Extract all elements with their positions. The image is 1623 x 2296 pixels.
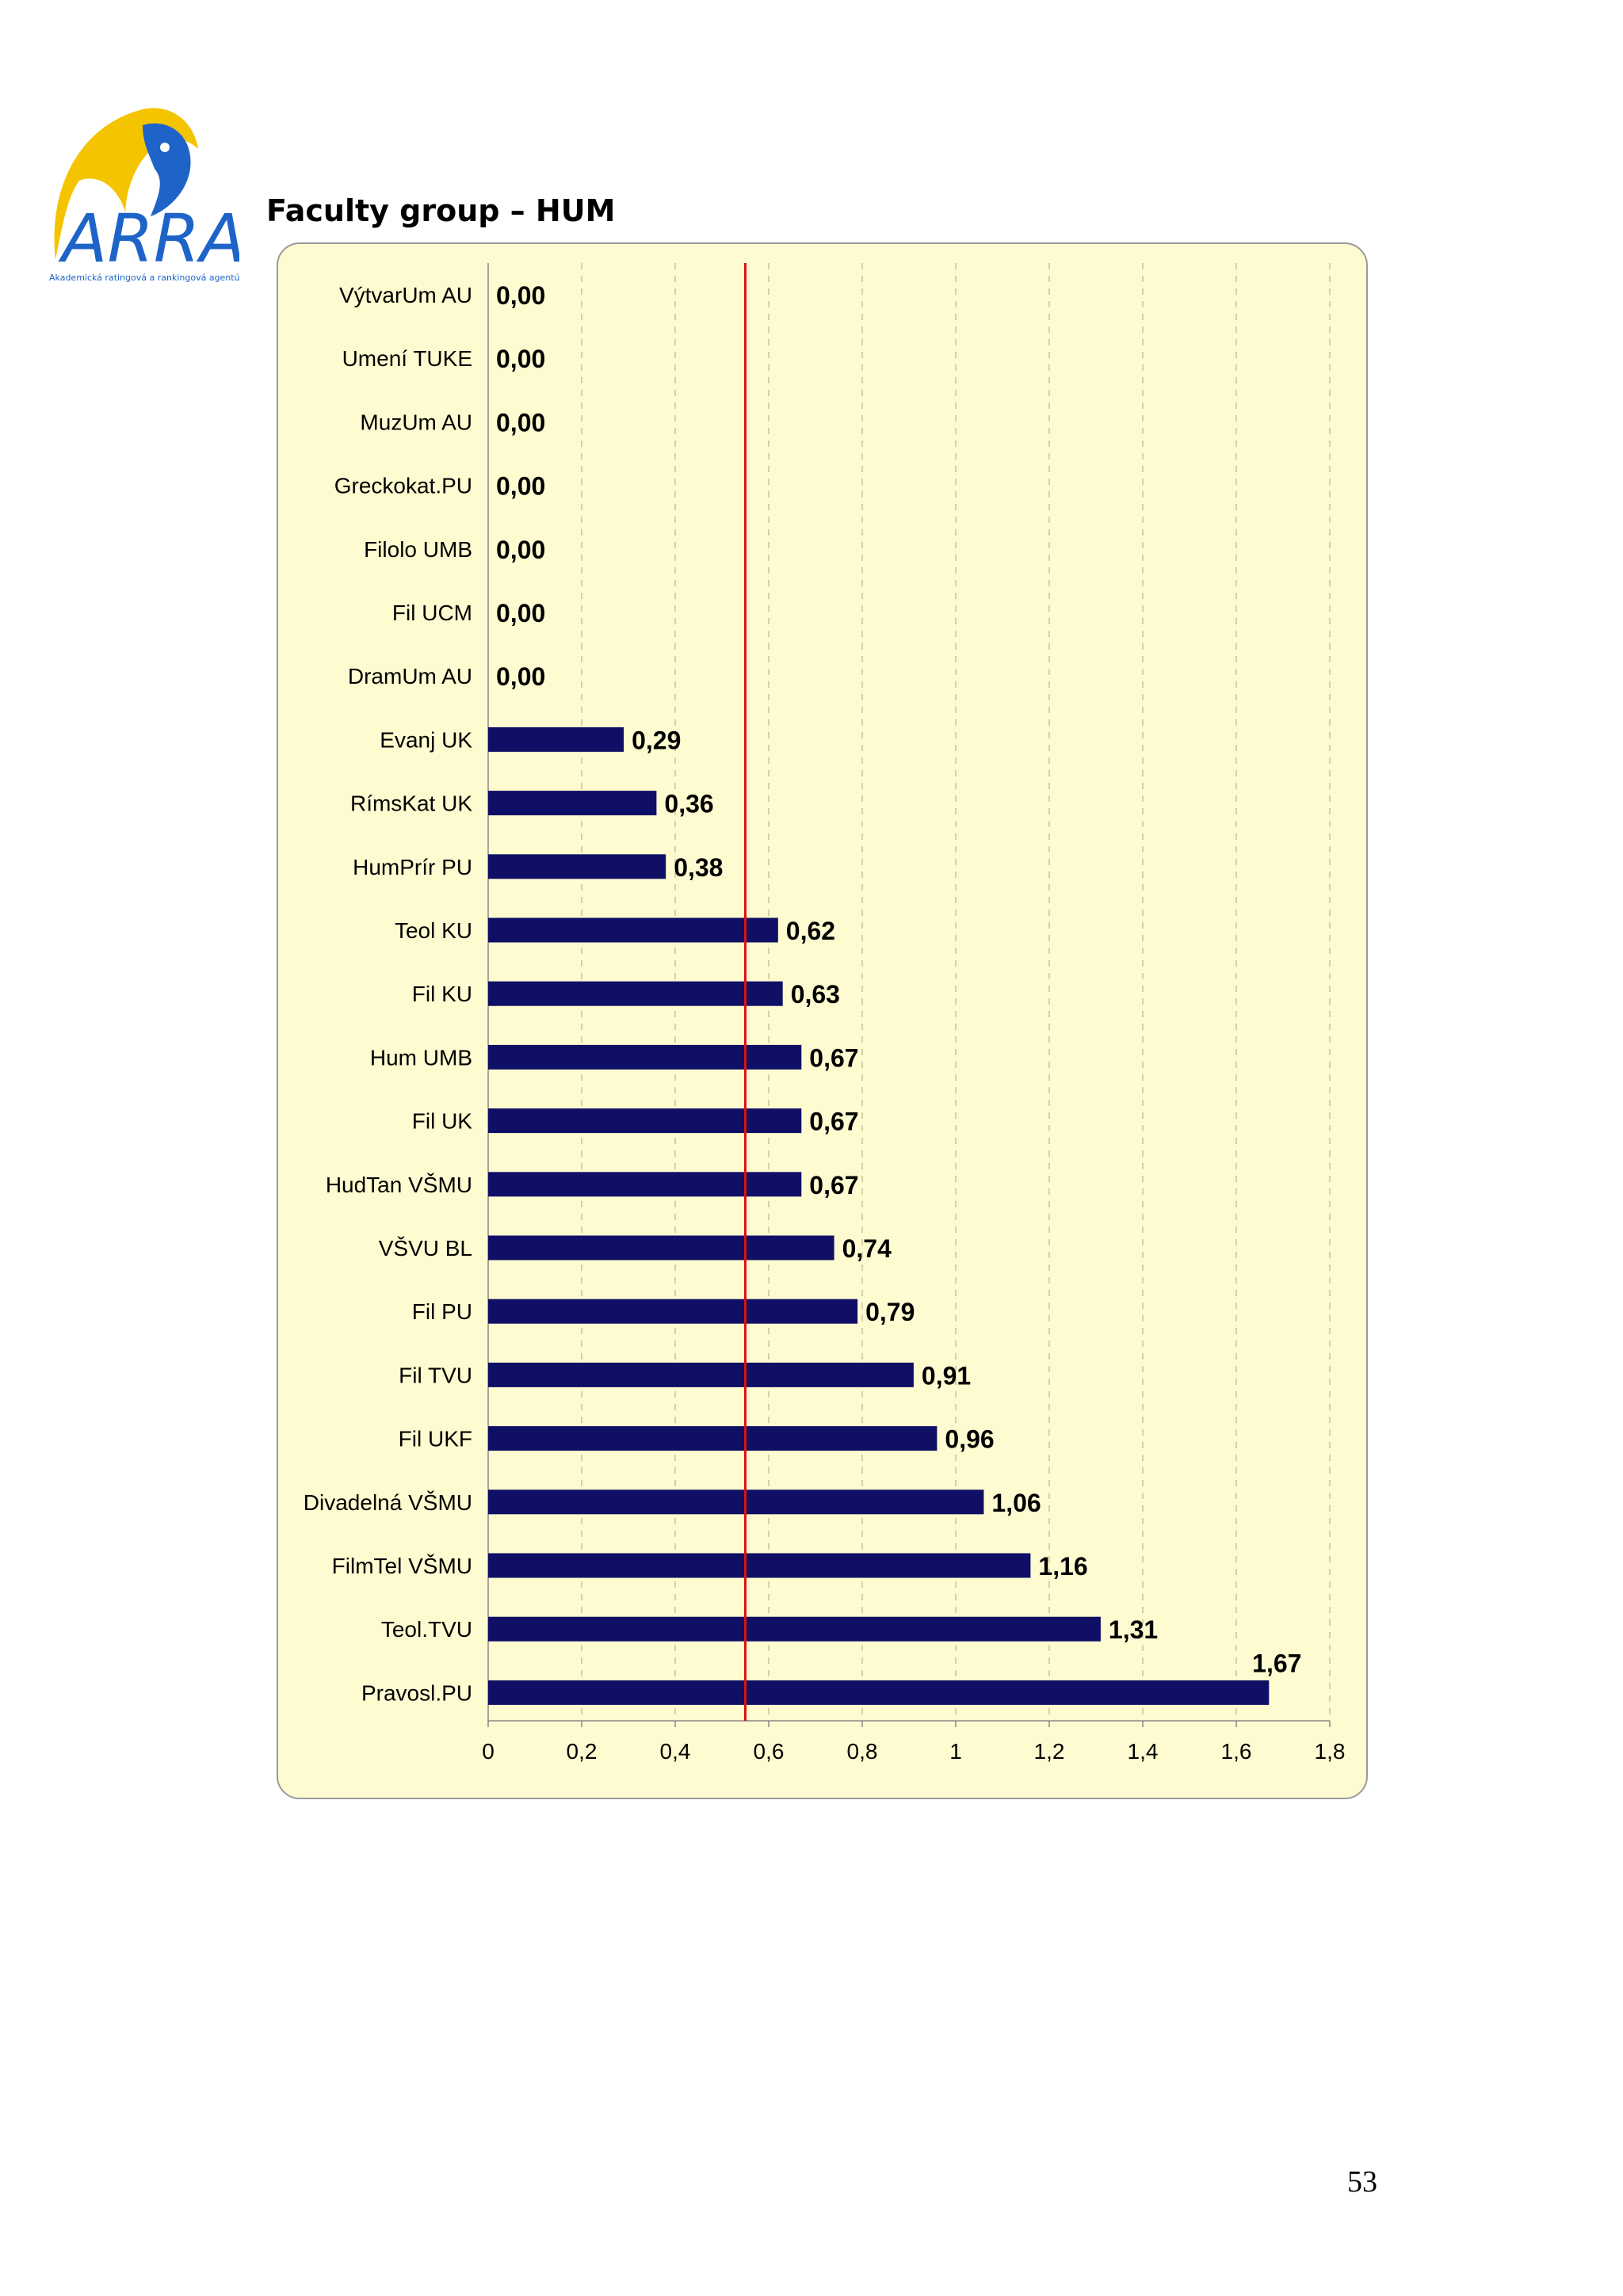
value-label: 0,00 — [496, 281, 545, 310]
category-label: Greckokat.PU — [334, 474, 472, 498]
x-tick-label: 0,4 — [660, 1739, 691, 1764]
bar — [488, 1553, 1031, 1578]
category-label: RímsKat UK — [350, 791, 472, 816]
x-tick-label: 1,6 — [1221, 1739, 1252, 1764]
bar — [488, 1362, 914, 1387]
value-label: 0,67 — [809, 1108, 858, 1136]
bar — [488, 1108, 802, 1134]
logo-wordmark: ARRA — [58, 200, 239, 277]
value-label: 1,67 — [1252, 1649, 1301, 1677]
arra-logo: ARRA Akademická ratingová a rankingová a… — [32, 93, 249, 292]
bar — [488, 1426, 938, 1451]
category-label: Fil KU — [412, 982, 472, 1006]
x-tick-label: 1,8 — [1315, 1739, 1346, 1764]
category-label: Teol KU — [395, 918, 472, 943]
category-label: VýtvarUm AU — [339, 283, 472, 307]
category-label: MuzUm AU — [360, 410, 472, 434]
x-tick-label: 0 — [482, 1739, 495, 1764]
value-label: 0,62 — [786, 917, 835, 945]
category-label: VŠVU BL — [379, 1236, 472, 1261]
value-label: 0,00 — [496, 345, 545, 373]
value-label: 0,74 — [842, 1234, 892, 1263]
value-label: 0,00 — [496, 408, 545, 437]
page-number: 53 — [1347, 2165, 1377, 2199]
category-label: Pravosl.PU — [361, 1680, 472, 1705]
value-label: 0,00 — [496, 662, 545, 691]
value-label: 0,00 — [496, 472, 545, 501]
category-label: Fil TVU — [399, 1363, 472, 1387]
value-label: 0,29 — [632, 726, 681, 754]
category-label: Evanj UK — [380, 727, 472, 752]
category-label: Fil UCM — [392, 601, 472, 625]
value-label: 0,36 — [664, 790, 713, 818]
value-label: 1,06 — [991, 1489, 1041, 1517]
category-label: Filolo UMB — [364, 537, 472, 562]
value-label: 0,67 — [809, 1171, 858, 1199]
page-title: Faculty group – HUM — [266, 193, 616, 228]
bar — [488, 791, 657, 816]
value-label: 1,16 — [1038, 1552, 1087, 1581]
value-label: 0,79 — [865, 1298, 915, 1326]
category-label: Teol.TVU — [381, 1617, 472, 1642]
bar — [488, 1616, 1101, 1642]
bar — [488, 917, 778, 943]
value-label: 0,63 — [791, 980, 840, 1009]
category-labels: VýtvarUm AU Umení TUKE MuzUm AU Greckokat.P… — [304, 283, 473, 1705]
x-tick-label: 0,6 — [754, 1739, 785, 1764]
value-label: 0,96 — [945, 1425, 994, 1454]
value-label: 0,00 — [496, 536, 545, 564]
bar — [488, 727, 624, 752]
value-label: 0,38 — [674, 853, 723, 882]
bar — [488, 1680, 1270, 1705]
x-tick-label: 0,2 — [567, 1739, 598, 1764]
bar — [488, 1172, 802, 1197]
category-label: Fil UKF — [399, 1427, 472, 1451]
value-label: 0,00 — [496, 599, 545, 627]
category-label: Fil UK — [412, 1109, 473, 1134]
logo-bird-wing — [54, 108, 199, 260]
value-label: 1,31 — [1109, 1615, 1158, 1644]
chart-bars — [488, 727, 1270, 1705]
category-label: HudTan VŠMU — [326, 1173, 472, 1197]
value-label: 0,67 — [809, 1043, 858, 1072]
value-labels: 0,00 0,00 0,00 0,00 0,00 0,00 0,00 0,29 0,36 0,38… — [496, 281, 1301, 1677]
bar — [488, 1489, 984, 1515]
category-label: Divadelná VŠMU — [304, 1490, 472, 1515]
bar — [488, 1235, 834, 1261]
category-label: DramUm AU — [348, 664, 472, 688]
x-tick-label: 1,4 — [1128, 1739, 1159, 1764]
logo-bird-head — [143, 123, 191, 216]
category-label: HumPrír PU — [353, 855, 472, 879]
value-label: 0,91 — [922, 1361, 971, 1390]
category-label: Fil PU — [412, 1299, 472, 1324]
x-tick-label: 0,8 — [847, 1739, 878, 1764]
x-tick-label: 1,2 — [1034, 1739, 1065, 1764]
chart-area — [277, 242, 1368, 1799]
bar — [488, 854, 666, 879]
x-tick-label: 1 — [949, 1739, 962, 1764]
category-label: FilmTel VŠMU — [332, 1554, 472, 1578]
bar — [488, 1299, 858, 1324]
bar — [488, 1044, 802, 1070]
category-label: Hum UMB — [370, 1045, 472, 1070]
category-label: Umení TUKE — [342, 346, 472, 371]
logo-subtitle: Akademická ratingová a rankingová agentú… — [49, 273, 239, 283]
bar — [488, 981, 783, 1006]
logo-bird-eye — [160, 143, 170, 152]
